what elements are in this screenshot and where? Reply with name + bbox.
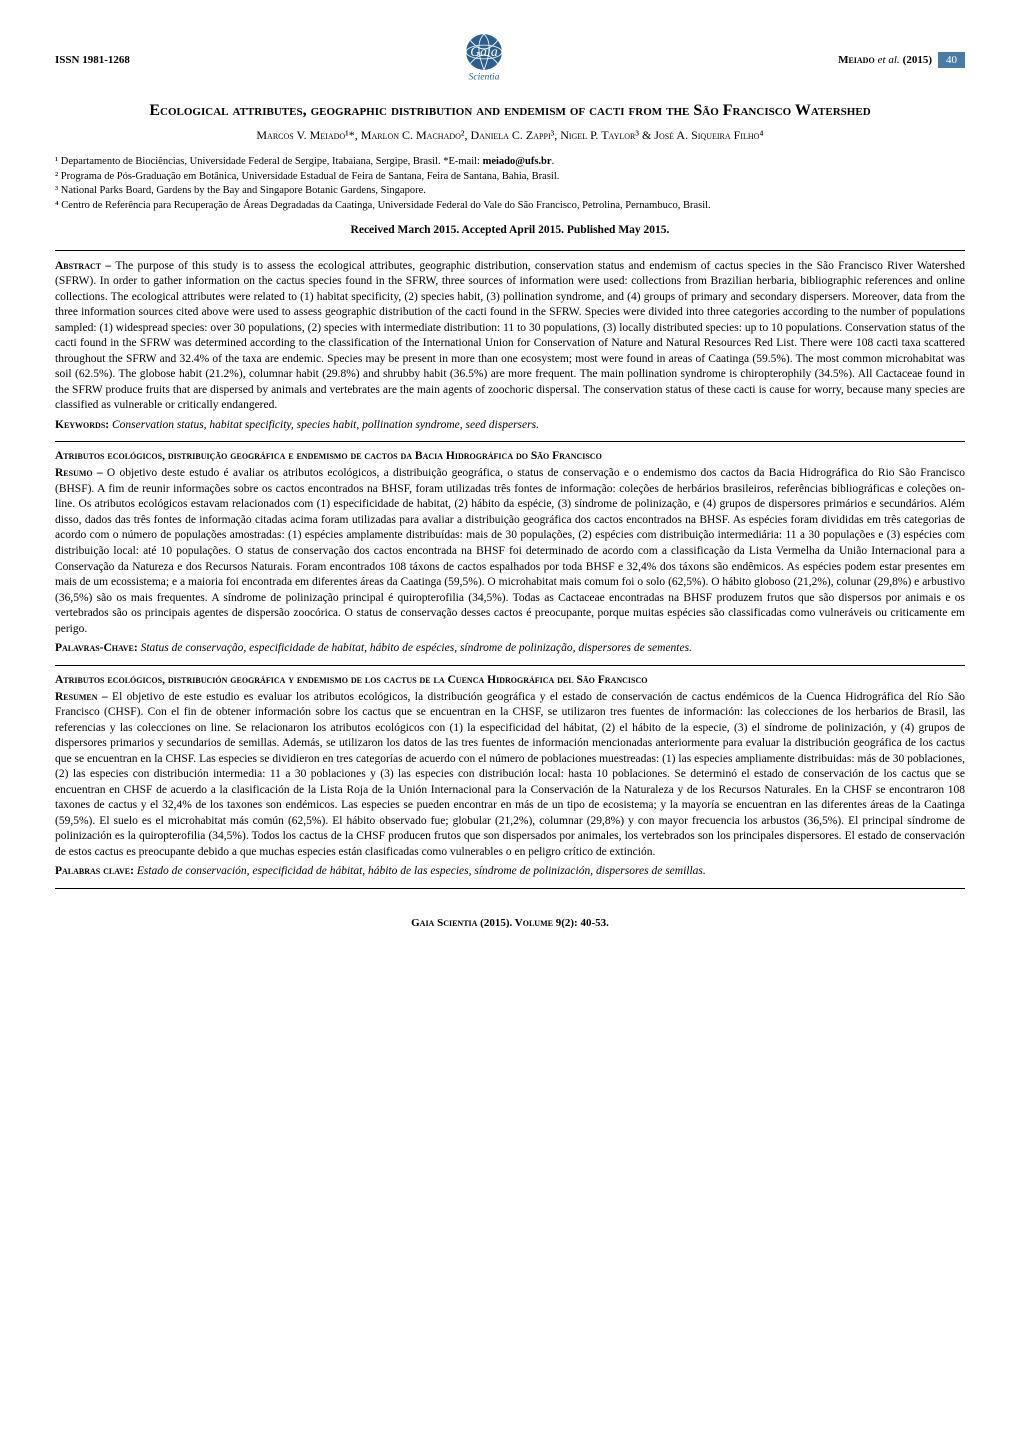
- abstract-portuguese: Resumo – O objetivo deste estudo é avali…: [55, 466, 965, 637]
- page-number-badge: 40: [938, 52, 965, 68]
- journal-logo: Gaia Scientia: [449, 30, 519, 90]
- keywords-portuguese: Palavras-Chave: Status de conservação, e…: [55, 641, 965, 657]
- header-author: Meiado: [838, 54, 875, 66]
- divider: [55, 888, 965, 889]
- header-year: (2015): [903, 54, 932, 66]
- affiliation-4: ⁴ Centro de Referência para Recuperação …: [55, 199, 965, 214]
- logo-text-top: Gaia: [470, 44, 498, 59]
- article-title: Ecological attributes, geographic distri…: [55, 102, 965, 120]
- abstract-english: Abstract – The purpose of this study is …: [55, 259, 965, 414]
- divider: [55, 441, 965, 442]
- header-etal: et al.: [878, 54, 900, 66]
- page-footer: Gaia Scientia (2015). Volume 9(2): 40-53…: [55, 917, 965, 929]
- abstract-label: Abstract –: [55, 260, 115, 272]
- affiliation-1: ¹ Departamento de Biociências, Universid…: [55, 155, 965, 170]
- authors-list: Marcos V. Meiado¹*, Marlon C. Machado², …: [55, 128, 965, 143]
- received-dates: Received March 2015. Accepted April 2015…: [55, 224, 965, 236]
- keywords-spanish: Palabras clave: Estado de conservación, …: [55, 864, 965, 880]
- palavras-chave-label: Palavras-Chave:: [55, 642, 141, 654]
- abstract-spanish: Resumen – El objetivo de este estudio es…: [55, 690, 965, 861]
- citation-header: Meiado et al. (2015) 40: [838, 52, 965, 68]
- resumo-label: Resumo –: [55, 467, 107, 479]
- resumo-text: O objetivo deste estudo é avaliar os atr…: [55, 467, 965, 634]
- resumen-label: Resumen –: [55, 691, 112, 703]
- affiliations-block: ¹ Departamento de Biociências, Universid…: [55, 155, 965, 214]
- resumen-title: Atributos ecológicos, distribución geogr…: [55, 674, 965, 686]
- keywords-label: Keywords:: [55, 419, 112, 431]
- logo-text-bottom: Scientia: [468, 72, 499, 83]
- divider: [55, 665, 965, 666]
- corresponding-email: meiado@ufs.br: [483, 156, 552, 167]
- resumo-title: Atributos ecológicos, distribuição geogr…: [55, 450, 965, 462]
- keywords-text: Conservation status, habitat specificity…: [112, 419, 539, 431]
- palavras-chave-text: Status de conservação, especificidade de…: [141, 642, 692, 654]
- page-header: ISSN 1981-1268 Gaia Scientia Meiado et a…: [55, 30, 965, 90]
- affiliation-2: ² Programa de Pós-Graduação em Botânica,…: [55, 170, 965, 185]
- affiliation-3: ³ National Parks Board, Gardens by the B…: [55, 184, 965, 199]
- abstract-text: The purpose of this study is to assess t…: [55, 260, 965, 412]
- palabras-clave-text: Estado de conservación, especificidad de…: [137, 865, 706, 877]
- keywords-english: Keywords: Conservation status, habitat s…: [55, 418, 965, 434]
- resumen-text: El objetivo de este estudio es evaluar l…: [55, 691, 965, 858]
- issn-label: ISSN 1981-1268: [55, 54, 130, 66]
- palabras-clave-label: Palabras clave:: [55, 865, 137, 877]
- divider: [55, 250, 965, 251]
